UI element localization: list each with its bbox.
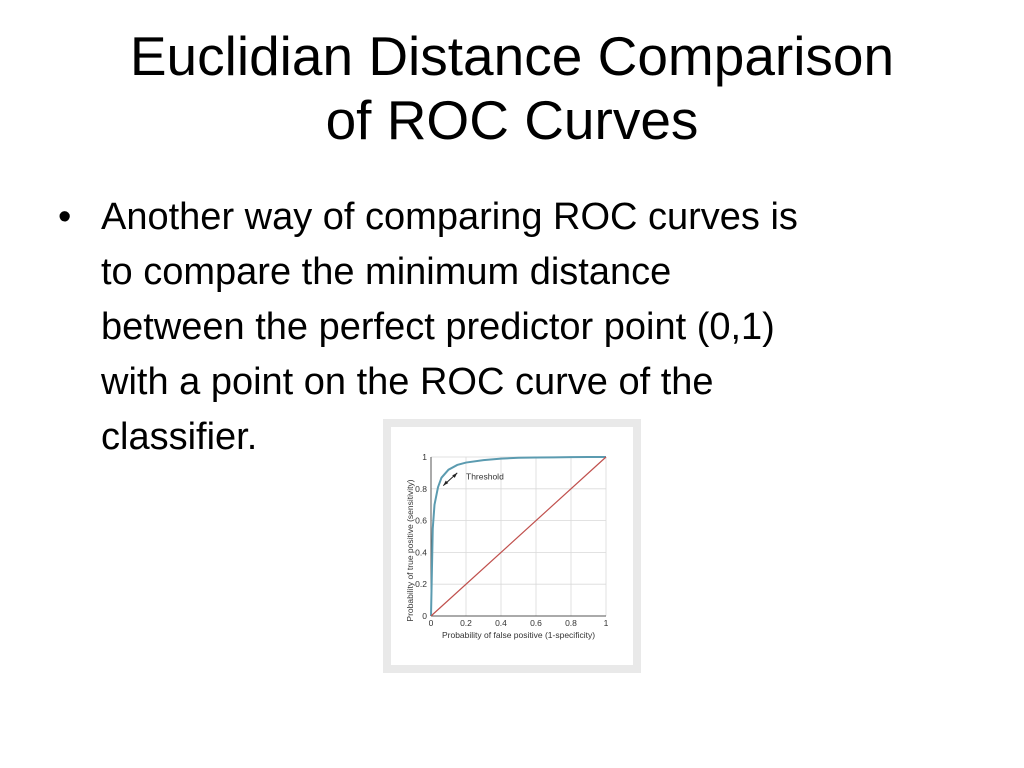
x-tick-label: 0.2 [460,618,472,628]
diagonal-reference-line [430,456,607,617]
y-tick-label: 0.6 [415,516,427,526]
chart-axes: 0 0.2 0.4 0.6 0.8 1 0 0.2 0.4 0.6 0.8 1 [415,452,608,628]
x-tick-label: 1 [604,618,609,628]
x-tick-label: 0.6 [530,618,542,628]
x-tick-label: 0 [429,618,434,628]
bullet-line-4: with a point on the ROC curve of the [101,361,714,403]
title-line-1: Euclidian Distance Comparison [129,25,895,87]
roc-curve-line [430,456,606,617]
y-tick-label: 0.2 [415,579,427,589]
threshold-label: Threshold [466,471,504,481]
slide-title: Euclidian Distance Comparison of ROC Cur… [0,24,1024,152]
x-tick-label: 0.4 [495,618,507,628]
y-tick-label: 0.8 [415,484,427,494]
bullet-item: • Another way of comparing ROC curves is… [58,190,978,465]
title-line-2: of ROC Curves [325,89,699,151]
bullet-dot: • [58,196,72,238]
chart-series [430,456,607,617]
x-axis-label: Probability of false positive (1-specifi… [442,630,595,640]
bullet-line-5: classifier. [101,416,258,458]
bullet-line-3: between the perfect predictor point (0,1… [101,306,775,348]
bullet-text: Another way of comparing ROC curves is t… [101,190,978,465]
x-tick-label: 0.8 [565,618,577,628]
bullet-line-2: to compare the minimum distance [101,251,672,293]
threshold-arrowhead [443,480,449,486]
bullet-line-1: Another way of comparing ROC curves is [101,196,798,238]
roc-chart: 0 0.2 0.4 0.6 0.8 1 0 0.2 0.4 0.6 0.8 1 Probability… [405,452,609,640]
threshold-arrowhead [452,472,458,478]
y-tick-label: 0.4 [415,547,427,557]
bullet-list: • Another way of comparing ROC curves is… [58,190,978,465]
roc-figure: 0 0.2 0.4 0.6 0.8 1 0 0.2 0.4 0.6 0.8 1 Probability… [383,419,641,673]
chart-annotations [442,472,458,486]
y-axis-label: Probability of true positive (sensitivit… [405,479,415,621]
y-tick-label: 0 [422,611,427,621]
roc-figure-panel: 0 0.2 0.4 0.6 0.8 1 0 0.2 0.4 0.6 0.8 1 Probability… [391,427,633,665]
y-tick-label: 1 [422,452,427,462]
